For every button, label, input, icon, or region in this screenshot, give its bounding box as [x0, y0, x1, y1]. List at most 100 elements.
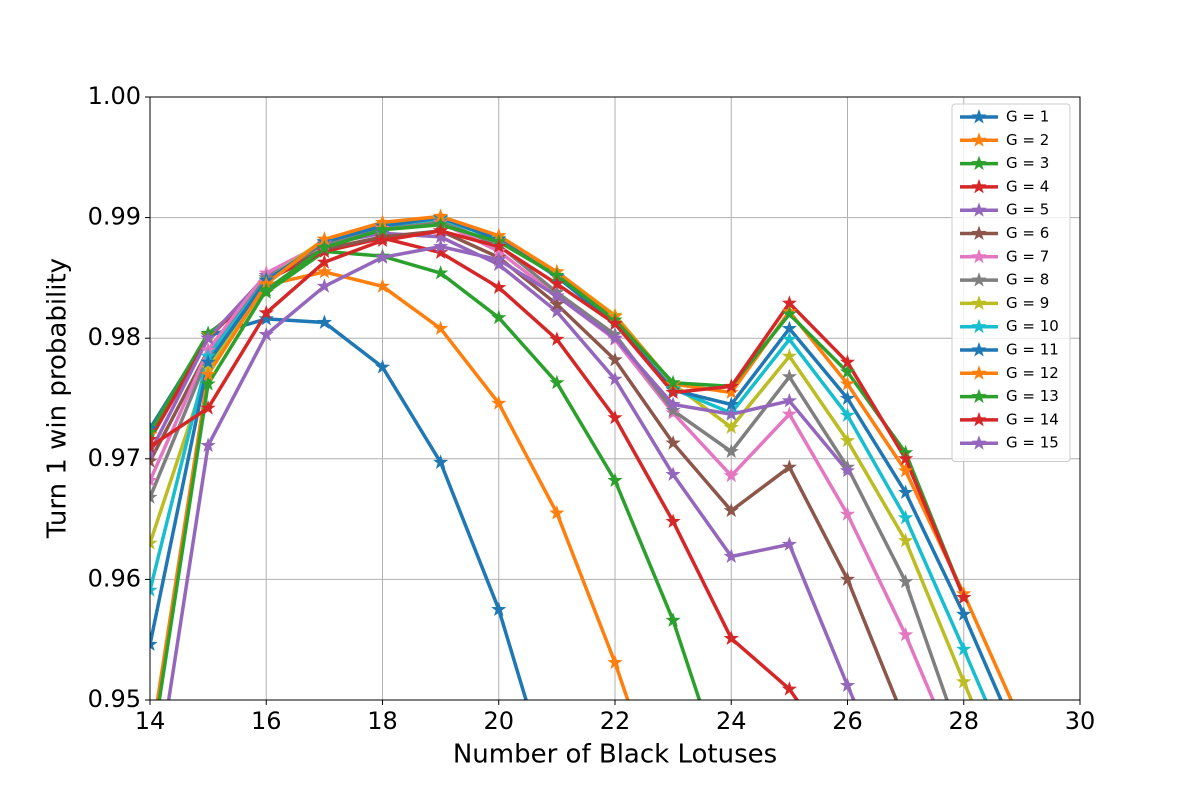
point-marker: [433, 454, 449, 469]
point-marker: [898, 450, 914, 466]
legend-marker: [971, 342, 987, 357]
legend-label: G = 1: [1006, 108, 1049, 126]
legend-label: G = 5: [1006, 201, 1049, 219]
point-marker: [150, 472, 158, 487]
point-marker: [839, 506, 856, 521]
point-marker: [316, 231, 332, 246]
legend-marker: [971, 109, 987, 124]
point-marker: [549, 331, 565, 346]
legend-marker: [971, 388, 987, 404]
y-tick-label: 0.96: [88, 564, 141, 592]
point-marker: [665, 466, 681, 481]
point-marker: [316, 263, 332, 279]
point-marker: [374, 249, 391, 264]
point-marker: [258, 326, 274, 342]
point-marker: [956, 589, 972, 604]
legend-label: G = 11: [1006, 341, 1059, 359]
point-marker: [142, 740, 157, 755]
point-marker: [549, 288, 565, 303]
point-marker: [607, 351, 623, 367]
point-marker: [781, 681, 797, 696]
point-marker: [433, 238, 449, 253]
legend-label: G = 13: [1006, 387, 1059, 405]
point-marker: [200, 354, 216, 369]
point-marker: [723, 384, 739, 399]
legend-marker: [971, 411, 987, 427]
point-marker: [374, 214, 391, 229]
legend-label: G = 10: [1006, 317, 1059, 335]
point-marker: [723, 502, 739, 518]
point-marker: [491, 238, 507, 253]
point-marker: [781, 536, 797, 551]
series-line: [155, 214, 1014, 700]
series-line: [150, 317, 528, 700]
point-marker: [723, 419, 739, 434]
point-marker: [549, 275, 565, 291]
point-marker: [840, 764, 855, 778]
point-marker: [491, 251, 507, 267]
legend-label: G = 4: [1006, 177, 1049, 195]
point-marker: [723, 548, 739, 563]
legend-label: G = 3: [1006, 154, 1049, 172]
point-marker: [839, 364, 856, 379]
point-marker: [781, 406, 797, 421]
point-marker: [258, 282, 274, 297]
point-marker: [374, 221, 391, 237]
legend-label: G = 2: [1006, 131, 1049, 149]
legend-label: G = 9: [1006, 294, 1049, 312]
y-axis-label: Turn 1 win probability: [43, 258, 73, 539]
point-marker: [898, 715, 913, 730]
point-marker: [607, 371, 623, 386]
point-marker: [723, 378, 739, 393]
y-tick-label: 1.00: [88, 82, 141, 110]
point-marker: [433, 228, 449, 244]
y-tick-label: 0.95: [88, 685, 141, 713]
point-marker: [781, 348, 797, 363]
point-marker: [258, 304, 274, 320]
point-marker: [150, 453, 158, 468]
point-marker: [1014, 740, 1029, 755]
point-marker: [839, 677, 856, 692]
x-tick-label: 28: [948, 707, 979, 735]
point-marker: [607, 472, 623, 487]
point-marker: [839, 390, 856, 405]
point-marker: [150, 489, 158, 504]
point-marker: [665, 396, 681, 411]
point-marker: [150, 636, 158, 651]
point-marker: [374, 232, 391, 247]
series-line: [150, 249, 702, 700]
point-marker: [316, 314, 332, 329]
point-marker: [956, 740, 971, 755]
point-marker: [549, 267, 565, 282]
legend-label: G = 6: [1006, 224, 1049, 242]
point-marker: [549, 505, 565, 520]
point-marker: [898, 462, 914, 478]
point-marker: [781, 459, 797, 474]
x-axis-label: Number of Black Lotuses: [453, 740, 777, 770]
legend-marker: [971, 202, 987, 217]
legend: G = 1 G = 2 G = 3 G = 4 G = 5 G = 6 G = 7 G = 8…: [951, 103, 1071, 462]
point-marker: [200, 437, 216, 452]
point-marker: [316, 254, 332, 269]
point-marker: [150, 424, 158, 439]
point-marker: [549, 374, 565, 390]
point-marker: [898, 626, 914, 642]
legend-marker: [971, 365, 987, 380]
point-marker: [200, 330, 216, 345]
y-tick-label: 0.97: [88, 444, 141, 472]
legend-marker: [971, 435, 987, 450]
point-marker: [316, 239, 332, 255]
point-marker: [549, 303, 565, 319]
point-marker: [898, 532, 914, 548]
legend-label: G = 12: [1006, 364, 1059, 382]
point-marker: [724, 789, 739, 800]
legend-label: G = 15: [1006, 434, 1059, 452]
point-marker: [433, 222, 449, 238]
x-tick-label: 22: [600, 707, 631, 735]
legend-marker: [971, 272, 987, 287]
point-marker: [374, 359, 391, 374]
legend-marker: [971, 225, 987, 240]
point-marker: [839, 407, 856, 422]
point-marker: [898, 509, 914, 525]
point-marker: [433, 320, 449, 335]
